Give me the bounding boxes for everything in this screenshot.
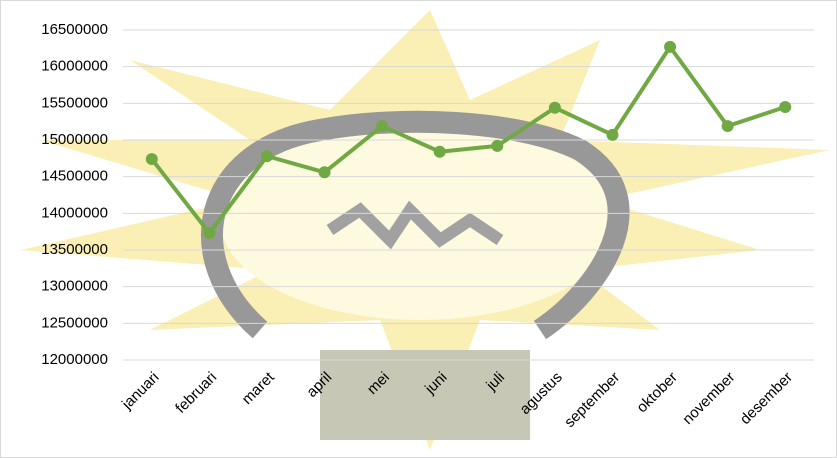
y-tick-label: 12000000 bbox=[41, 351, 108, 368]
y-tick-label: 16500000 bbox=[41, 21, 108, 38]
point bbox=[606, 128, 619, 141]
line bbox=[150, 44, 786, 236]
point bbox=[779, 101, 792, 113]
y-tick-label: 14500000 bbox=[41, 168, 108, 185]
point bbox=[664, 40, 677, 53]
point bbox=[721, 120, 734, 133]
point bbox=[318, 166, 331, 179]
y-tick-label: 12500000 bbox=[41, 314, 108, 331]
point bbox=[433, 145, 446, 158]
point bbox=[145, 153, 158, 166]
y-tick-label: 16000000 bbox=[41, 58, 108, 75]
y-tick-label: 14000000 bbox=[41, 204, 108, 221]
point bbox=[548, 101, 561, 114]
point bbox=[260, 150, 273, 163]
point bbox=[203, 227, 216, 240]
point bbox=[376, 120, 389, 133]
y-tick-label: 15500000 bbox=[41, 94, 108, 111]
y-tick-label: 13500000 bbox=[41, 241, 108, 258]
y-tick-label: 13000000 bbox=[41, 278, 108, 295]
point bbox=[491, 139, 504, 152]
y-tick-label: 15000000 bbox=[41, 131, 108, 148]
